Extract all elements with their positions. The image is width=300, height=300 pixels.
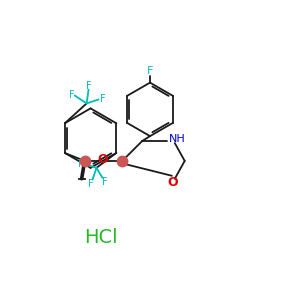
Text: F: F (102, 177, 107, 187)
Text: O: O (167, 176, 178, 189)
Text: F: F (86, 81, 92, 91)
Text: NH: NH (169, 134, 186, 144)
Text: F: F (147, 66, 153, 76)
Text: F: F (100, 94, 105, 104)
Text: F: F (88, 179, 93, 189)
Text: F: F (69, 89, 75, 100)
Text: O: O (97, 153, 108, 167)
Text: F: F (78, 159, 83, 169)
Text: HCl: HCl (84, 228, 117, 247)
